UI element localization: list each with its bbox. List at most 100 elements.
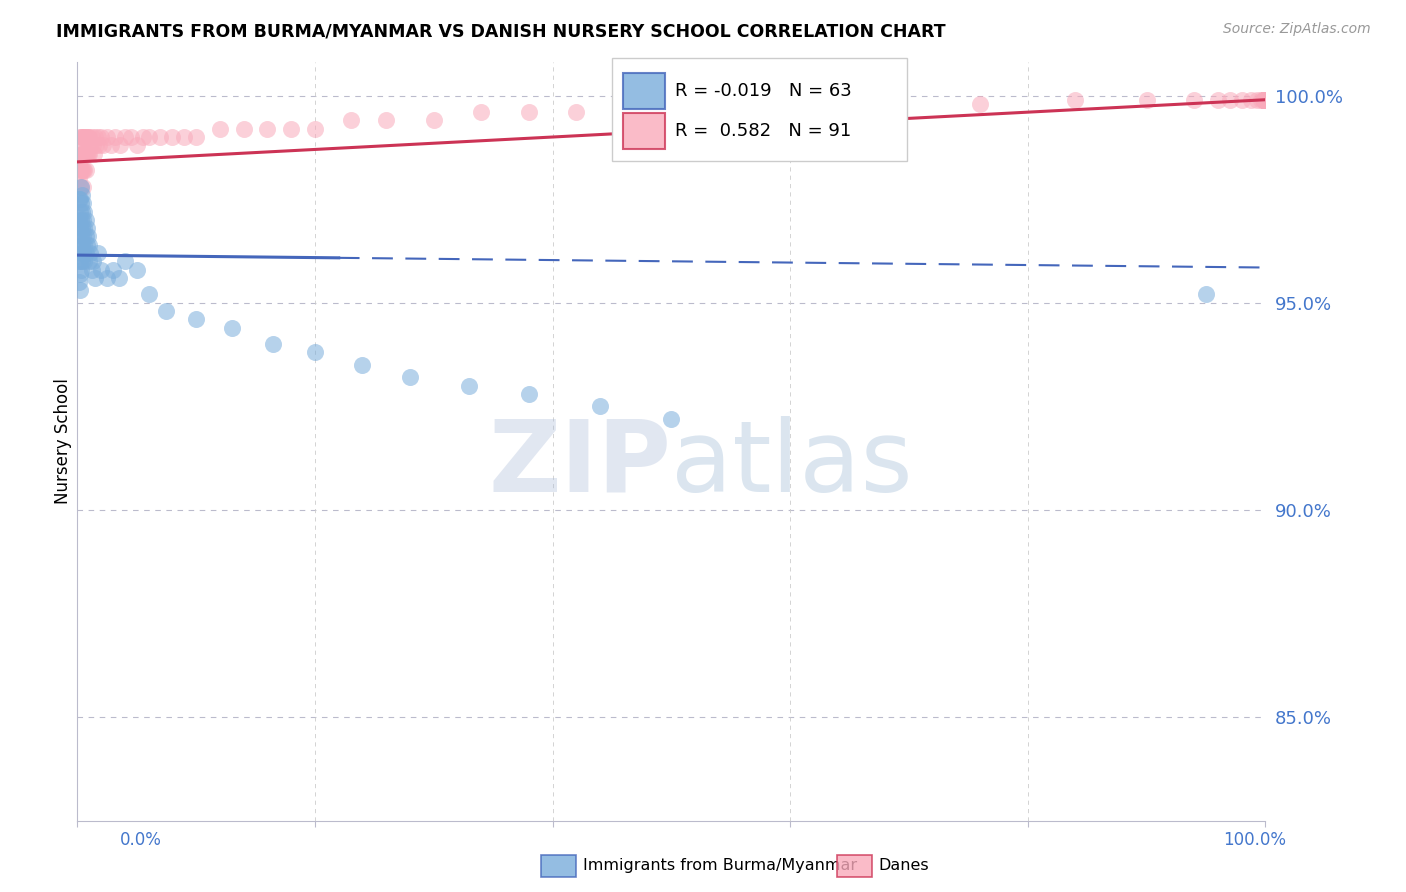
Point xyxy=(256,121,278,136)
Point xyxy=(76,237,98,252)
Point xyxy=(304,121,326,136)
Point xyxy=(73,146,96,161)
Text: ZIP: ZIP xyxy=(488,416,672,513)
Point xyxy=(517,387,540,401)
Point xyxy=(76,221,98,235)
Text: 0.0%: 0.0% xyxy=(120,831,162,849)
Point xyxy=(114,130,136,145)
Point xyxy=(77,229,100,244)
Point xyxy=(70,130,93,145)
Point xyxy=(86,246,108,260)
Point xyxy=(423,113,446,128)
Point xyxy=(149,130,172,145)
Point xyxy=(138,287,160,301)
Point xyxy=(77,130,100,145)
Point xyxy=(96,271,118,285)
Text: IMMIGRANTS FROM BURMA/MYANMAR VS DANISH NURSERY SCHOOL CORRELATION CHART: IMMIGRANTS FROM BURMA/MYANMAR VS DANISH … xyxy=(56,22,946,40)
Point xyxy=(67,234,90,248)
Point xyxy=(69,254,91,268)
Point xyxy=(72,179,94,194)
Point xyxy=(565,105,588,120)
Point xyxy=(72,229,94,244)
Point xyxy=(70,221,93,235)
Point xyxy=(96,130,118,145)
Point xyxy=(73,163,96,178)
Point xyxy=(70,213,93,227)
Point xyxy=(517,105,540,120)
Point xyxy=(73,130,96,145)
Point xyxy=(67,275,90,289)
Point xyxy=(69,179,91,194)
Point xyxy=(114,254,136,268)
Point xyxy=(162,130,184,145)
Point xyxy=(1254,93,1277,107)
Text: Immigrants from Burma/Myanmar: Immigrants from Burma/Myanmar xyxy=(583,858,858,872)
Point xyxy=(1182,93,1205,107)
Point xyxy=(70,146,93,161)
Point xyxy=(1253,93,1275,107)
Point xyxy=(70,196,93,211)
Point xyxy=(86,138,108,153)
Point xyxy=(67,213,90,227)
Point xyxy=(875,96,897,111)
Point xyxy=(73,237,96,252)
Point xyxy=(69,283,91,297)
Point xyxy=(70,188,93,202)
Point xyxy=(280,121,302,136)
Point xyxy=(69,192,91,206)
Point xyxy=(624,101,647,115)
Point xyxy=(1230,93,1253,107)
Point xyxy=(1195,287,1218,301)
Point xyxy=(73,204,96,219)
Y-axis label: Nursery School: Nursery School xyxy=(53,378,72,505)
Point xyxy=(70,254,93,268)
Point xyxy=(77,146,100,161)
Point xyxy=(304,345,326,359)
Point xyxy=(67,192,90,206)
Point xyxy=(262,337,284,351)
Point xyxy=(186,312,208,326)
Point xyxy=(1254,93,1277,107)
Point xyxy=(72,163,94,178)
Point xyxy=(138,130,160,145)
Point xyxy=(82,138,104,153)
Point xyxy=(79,246,101,260)
Point xyxy=(173,130,195,145)
Point xyxy=(108,271,131,285)
Point xyxy=(72,213,94,227)
Point xyxy=(80,262,103,277)
Point xyxy=(70,204,93,219)
Point xyxy=(375,113,398,128)
Point xyxy=(69,130,91,145)
Point xyxy=(77,254,100,268)
Point xyxy=(76,146,98,161)
Point xyxy=(1246,93,1268,107)
Point xyxy=(90,262,112,277)
Point xyxy=(779,96,801,111)
Point xyxy=(69,163,91,178)
Point xyxy=(69,221,91,235)
Point xyxy=(1253,93,1275,107)
Point xyxy=(1136,93,1159,107)
Point xyxy=(80,130,103,145)
Point xyxy=(70,163,93,178)
Point xyxy=(70,179,93,194)
Text: Source: ZipAtlas.com: Source: ZipAtlas.com xyxy=(1223,22,1371,37)
Text: 100.0%: 100.0% xyxy=(1223,831,1286,849)
Point xyxy=(101,262,124,277)
Point xyxy=(696,101,718,115)
Point xyxy=(1219,93,1241,107)
Point xyxy=(125,262,148,277)
Point xyxy=(70,262,93,277)
Text: atlas: atlas xyxy=(672,416,912,513)
Point xyxy=(72,246,94,260)
Point xyxy=(339,113,361,128)
Point xyxy=(969,96,991,111)
Point xyxy=(87,138,110,153)
Point xyxy=(208,121,231,136)
Point xyxy=(155,304,177,318)
Point xyxy=(83,146,105,161)
Point xyxy=(108,138,131,153)
Point xyxy=(1254,93,1277,107)
Point xyxy=(67,138,90,153)
